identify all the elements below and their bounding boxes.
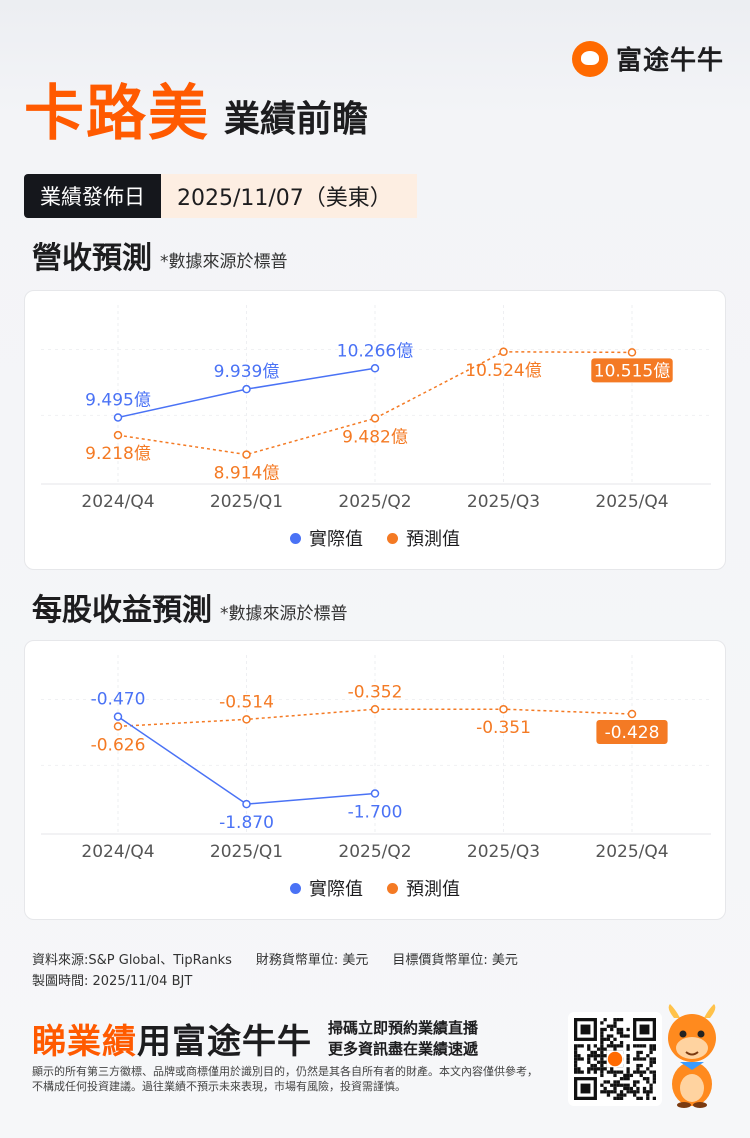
x-tick-label: 2025/Q2 bbox=[338, 842, 411, 862]
brand-name: 富途牛牛 bbox=[615, 46, 724, 76]
cta-line2: 更多資訊盡在業績速遞 bbox=[328, 1039, 479, 1058]
revenue-chart: 2024/Q4 2025/Q1 2025/Q2 2025/Q3 2025/Q4 9.495… bbox=[41, 305, 711, 512]
x-tick-label: 2025/Q1 bbox=[210, 492, 283, 512]
made-time: 製圖時間: 2025/11/04 BJT bbox=[32, 974, 193, 989]
data-label: 9.482億 bbox=[342, 427, 408, 447]
forecast-point bbox=[627, 348, 637, 357]
futu-logo-icon bbox=[571, 40, 608, 77]
eps-title: 每股收益預測 bbox=[32, 593, 212, 628]
disclaimer: 顯示的所有第三方徽標、品牌或商標僅用於識別目的，仍然是其各自所有者的財產。本文內… bbox=[32, 1065, 538, 1093]
x-tick-label: 2025/Q3 bbox=[467, 492, 540, 512]
cta-rest: 用富途牛牛 bbox=[137, 1022, 312, 1062]
data-label: 9.939億 bbox=[214, 362, 280, 382]
legend-actual: 實際值 bbox=[290, 875, 363, 901]
cta-line1: 掃碼立即預約業績直播 bbox=[328, 1018, 479, 1037]
eps-chart: 2024/Q4 2025/Q1 2025/Q2 2025/Q3 2025/Q4 -0.47… bbox=[41, 655, 711, 862]
forecast-point bbox=[113, 430, 123, 440]
bull-mascot-icon bbox=[668, 1004, 716, 1108]
eps-section-title: 每股收益預測 *數據來源於標普 bbox=[32, 596, 348, 626]
revenue-legend: 實際值 預測值 bbox=[25, 525, 725, 551]
forecast-point bbox=[370, 705, 380, 714]
eps-legend: 實際值 預測值 bbox=[25, 875, 725, 901]
cta-highlight: 睇業績 bbox=[32, 1022, 137, 1062]
forecast-point bbox=[499, 347, 508, 357]
x-tick-label: 2025/Q4 bbox=[595, 842, 668, 862]
data-label: 9.495億 bbox=[85, 390, 151, 410]
data-label: 10.515億 bbox=[594, 361, 670, 381]
release-date-label: 業績發佈日 bbox=[24, 174, 161, 218]
data-label: -1.870 bbox=[219, 813, 274, 833]
data-source: 資料來源:S&P Global、TipRanks bbox=[32, 953, 232, 968]
forecast-point bbox=[113, 722, 123, 731]
actual-point bbox=[370, 789, 380, 798]
cta-side: 掃碼立即預約業績直播 更多資訊盡在業績速遞 bbox=[328, 1018, 478, 1060]
data-label: -0.428 bbox=[605, 723, 660, 743]
data-label: 8.914億 bbox=[214, 464, 280, 484]
forecast-series-line bbox=[117, 708, 633, 728]
legend-actual: 實際值 bbox=[290, 525, 363, 551]
forecast-point bbox=[242, 450, 251, 459]
actual-point bbox=[242, 799, 251, 809]
forecast-series-line bbox=[117, 351, 633, 456]
data-label: -0.352 bbox=[348, 682, 403, 702]
forecast-point bbox=[242, 715, 251, 724]
x-tick-label: 2024/Q4 bbox=[81, 492, 154, 512]
legend-actual-label: 實際值 bbox=[309, 879, 363, 900]
highlight-label-bg bbox=[591, 358, 673, 383]
x-tick-label: 2025/Q4 bbox=[595, 492, 668, 512]
data-label: -0.470 bbox=[91, 690, 146, 710]
qr-code[interactable] bbox=[568, 1012, 662, 1106]
legend-forecast: 預測值 bbox=[387, 875, 460, 901]
eps-chart-card: 2024/Q4 2025/Q1 2025/Q2 2025/Q3 2025/Q4 -0.47… bbox=[24, 640, 726, 920]
actual-dot-icon bbox=[290, 532, 301, 544]
release-date-row: 業績發佈日 2025/11/07（美東） bbox=[24, 174, 417, 218]
data-label: -0.351 bbox=[476, 718, 531, 738]
legend-forecast-label: 預測值 bbox=[406, 529, 460, 550]
page-title: 業績前瞻 bbox=[224, 99, 369, 140]
forecast-dot-icon bbox=[387, 532, 398, 544]
revenue-title: 營收預測 bbox=[32, 241, 152, 276]
company-name: 卡路美 bbox=[24, 79, 210, 149]
forecast-point bbox=[370, 414, 380, 423]
forecast-point bbox=[499, 704, 508, 714]
actual-point bbox=[370, 364, 380, 373]
actual-dot-icon bbox=[290, 882, 301, 894]
forecast-point bbox=[627, 709, 637, 719]
revenue-section-title: 營收預測 *數據來源於標普 bbox=[32, 244, 288, 274]
data-label: 10.266億 bbox=[337, 341, 413, 361]
legend-actual-label: 實際值 bbox=[309, 529, 363, 550]
actual-point bbox=[113, 712, 123, 721]
legend-forecast: 預測值 bbox=[387, 525, 460, 551]
x-tick-label: 2025/Q2 bbox=[338, 492, 411, 512]
x-tick-label: 2025/Q3 bbox=[467, 842, 540, 862]
actual-point bbox=[242, 384, 251, 394]
data-label: 10.524億 bbox=[465, 361, 541, 381]
qr-code-icon bbox=[574, 1018, 656, 1100]
data-label: 9.218億 bbox=[85, 444, 151, 464]
target-currency: 目標價貨幣單位: 美元 bbox=[392, 953, 518, 968]
highlight-label-bg bbox=[596, 720, 668, 744]
data-label: -1.700 bbox=[348, 803, 403, 823]
release-date-value: 2025/11/07（美東） bbox=[161, 174, 417, 218]
cta: 睇業績用富途牛牛 掃碼立即預約業績直播 更多資訊盡在業績速遞 bbox=[32, 1014, 478, 1063]
actual-point bbox=[113, 413, 123, 422]
brand: 富途牛牛 bbox=[571, 40, 724, 77]
x-tick-label: 2025/Q1 bbox=[210, 842, 283, 862]
legend-forecast-label: 預測值 bbox=[406, 879, 460, 900]
x-tick-label: 2024/Q4 bbox=[81, 842, 154, 862]
revenue-source-note: *數據來源於標普 bbox=[160, 252, 288, 272]
data-label: -0.514 bbox=[219, 692, 274, 712]
revenue-chart-card: 2024/Q4 2025/Q1 2025/Q2 2025/Q3 2025/Q4 9.495… bbox=[24, 290, 726, 570]
footer-info: 資料來源:S&P Global、TipRanks 財務貨幣單位: 美元 目標價貨… bbox=[32, 950, 518, 992]
financial-currency: 財務貨幣單位: 美元 bbox=[255, 953, 369, 968]
data-label: -0.626 bbox=[91, 735, 146, 755]
forecast-dot-icon bbox=[387, 882, 398, 894]
title-row: 卡路美 業績前瞻 bbox=[24, 84, 368, 144]
cta-headline: 睇業績用富途牛牛 bbox=[32, 1014, 312, 1063]
eps-source-note: *數據來源於標普 bbox=[220, 604, 348, 624]
